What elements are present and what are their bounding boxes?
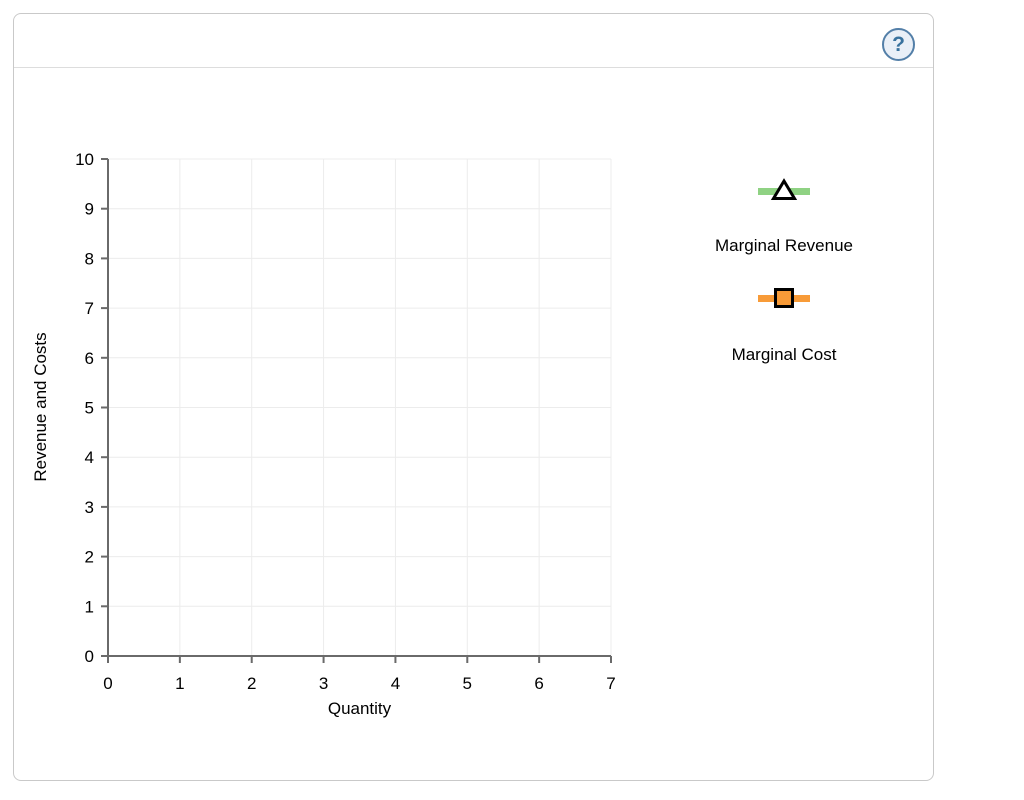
x-axis-label: Quantity (328, 699, 392, 718)
square-icon (774, 288, 794, 308)
y-tick-label: 2 (85, 548, 94, 567)
y-tick-label: 3 (85, 498, 94, 517)
y-tick-label: 5 (85, 399, 94, 418)
x-tick-label: 0 (103, 674, 112, 693)
question-panel: ? Revenue and Costs 0 1 2 3 4 5 6 7 0 1 2 3 4 5 6 7 8 9 10… (13, 13, 934, 781)
marginal-revenue-marker-icon (758, 178, 810, 200)
marginal-cost-marker-icon (758, 288, 810, 308)
x-tick-label: 7 (606, 674, 615, 693)
y-tick-label: 9 (85, 200, 94, 219)
header-divider (14, 67, 933, 68)
triangle-up-icon (770, 178, 798, 200)
legend-label-marginal-revenue: Marginal Revenue (715, 236, 853, 255)
legend-item-marginal-revenue[interactable]: Marginal Revenue (689, 178, 879, 256)
legend-label-marginal-cost: Marginal Cost (731, 345, 837, 364)
x-tick-label: 1 (175, 674, 184, 693)
x-tick-label: 3 (319, 674, 328, 693)
y-tick-label: 6 (85, 349, 94, 368)
y-tick-label: 8 (85, 249, 94, 268)
y-tick-label: 7 (85, 299, 94, 318)
chart-svg[interactable]: 0 1 2 3 4 5 6 7 0 1 2 3 4 5 6 7 8 9 10 Quantity (14, 144, 674, 744)
x-tick-label: 5 (463, 674, 472, 693)
legend-item-marginal-cost[interactable]: Marginal Cost (689, 285, 879, 365)
x-tick-label: 4 (391, 674, 400, 693)
question-mark-icon: ? (892, 33, 905, 56)
y-tick-label: 10 (75, 150, 94, 169)
y-tick-label: 0 (85, 647, 94, 666)
help-button[interactable]: ? (882, 28, 915, 61)
x-tick-label: 2 (247, 674, 256, 693)
x-tick-label: 6 (534, 674, 543, 693)
y-tick-label: 4 (85, 448, 94, 467)
y-tick-label: 1 (85, 597, 94, 616)
